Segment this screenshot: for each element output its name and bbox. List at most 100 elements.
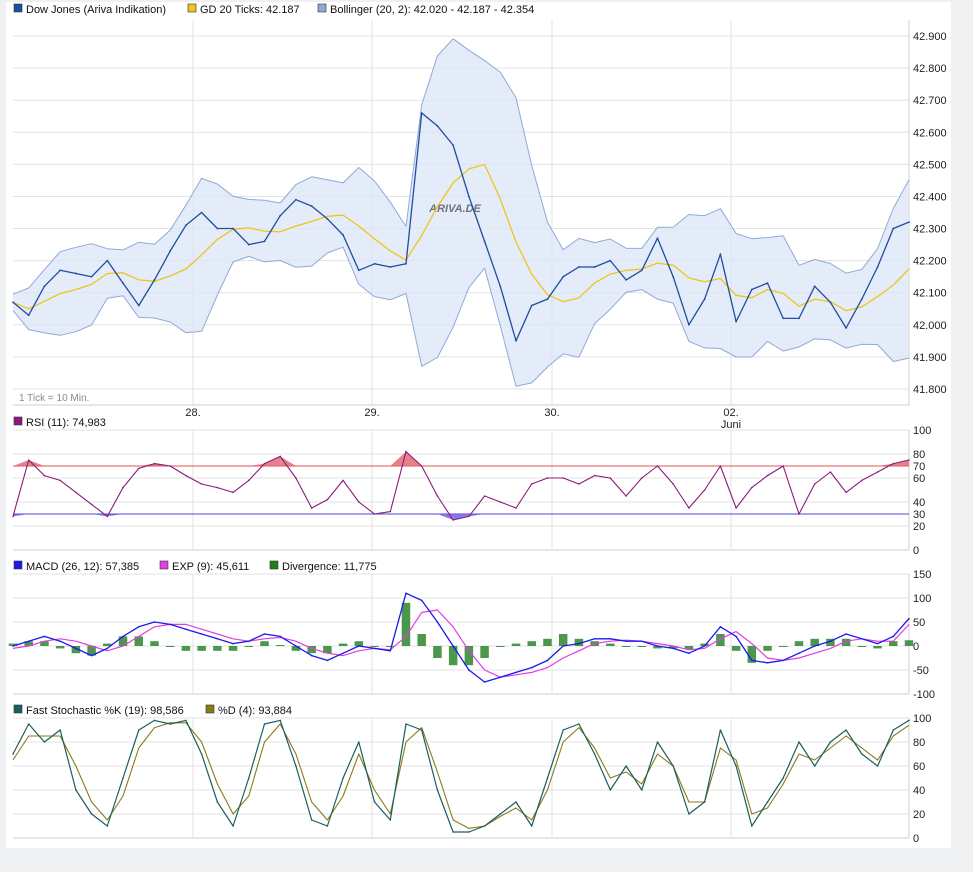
divergence-bar bbox=[354, 641, 364, 646]
divergence-bar bbox=[668, 646, 678, 649]
divergence-bar bbox=[810, 638, 819, 646]
macd-point bbox=[12, 645, 14, 647]
rsi-point bbox=[326, 498, 329, 501]
rsi-point bbox=[593, 474, 596, 477]
divergence-bar bbox=[8, 643, 18, 646]
stochastic-k-point bbox=[90, 813, 93, 815]
macd-point bbox=[766, 662, 769, 664]
macd-y-tick-label: -100 bbox=[913, 689, 935, 701]
rsi-point bbox=[735, 507, 737, 509]
stochastic-legend-swatch bbox=[205, 704, 215, 714]
stochastic-k-point bbox=[578, 723, 580, 725]
rsi-point bbox=[609, 477, 612, 479]
x-tick-label: 02. bbox=[723, 407, 738, 419]
stochastic-k-point bbox=[342, 777, 344, 779]
price-point bbox=[43, 285, 46, 288]
price-y-tick-label: 41.900 bbox=[913, 352, 947, 364]
divergence-bar bbox=[118, 636, 128, 646]
price-point bbox=[59, 269, 62, 272]
bollinger-upper-line bbox=[12, 38, 910, 295]
divergence-bar bbox=[213, 646, 222, 651]
stochastic-k-point bbox=[829, 741, 832, 743]
stochastic-k-point bbox=[892, 729, 895, 731]
divergence-bar bbox=[401, 602, 411, 646]
divergence-bar bbox=[558, 634, 568, 646]
macd-point bbox=[845, 633, 847, 635]
divergence-bar bbox=[433, 646, 442, 658]
price-point bbox=[169, 250, 172, 252]
price-point bbox=[656, 237, 659, 240]
rsi-y-tick-label: 80 bbox=[913, 449, 925, 461]
stochastic-y-tick-label: 80 bbox=[913, 737, 925, 749]
divergence-bar bbox=[181, 646, 191, 651]
stochastic-d-line bbox=[12, 722, 910, 829]
divergence-bar bbox=[323, 646, 332, 654]
rsi-point bbox=[845, 491, 847, 494]
macd-legend-label: Divergence: 11,775 bbox=[282, 561, 377, 573]
divergence-bar bbox=[857, 646, 867, 647]
macd-legend-swatch bbox=[269, 560, 279, 570]
rsi-point bbox=[640, 477, 643, 479]
rsi-point bbox=[468, 515, 470, 518]
macd-point bbox=[562, 645, 564, 647]
stochastic-k-point bbox=[468, 831, 470, 833]
divergence-bar bbox=[731, 646, 741, 651]
macd-point bbox=[593, 638, 596, 640]
stochastic-k-line bbox=[12, 719, 910, 833]
macd-y-tick-label: 0 bbox=[913, 641, 919, 653]
rsi-point bbox=[876, 471, 879, 473]
rsi-point bbox=[310, 507, 313, 509]
rsi-legend-swatch bbox=[13, 416, 23, 426]
macd-point bbox=[420, 599, 423, 602]
price-point bbox=[892, 227, 895, 230]
macd-point bbox=[656, 645, 659, 647]
price-y-tick-label: 42.600 bbox=[913, 127, 947, 139]
macd-point bbox=[216, 638, 219, 640]
price-point bbox=[813, 285, 816, 288]
rsi-point bbox=[813, 483, 816, 485]
rsi-point bbox=[499, 501, 502, 503]
rsi-level-label: 70 bbox=[913, 461, 925, 473]
stochastic-legend-label: Fast Stochastic %K (19): 98,586 bbox=[26, 705, 184, 717]
rsi-point bbox=[27, 459, 30, 461]
stochastic-k-point bbox=[373, 801, 376, 803]
price-point bbox=[137, 304, 140, 307]
divergence-bar bbox=[716, 634, 725, 646]
macd-point bbox=[813, 645, 816, 647]
divergence-bar bbox=[338, 643, 348, 646]
divergence-bar bbox=[197, 646, 206, 651]
stochastic-k-point bbox=[593, 753, 596, 755]
divergence-bar bbox=[24, 641, 33, 646]
stochastic-k-point bbox=[263, 723, 266, 725]
divergence-bar bbox=[134, 636, 144, 646]
stochastic-k-point bbox=[216, 801, 219, 803]
rsi-point bbox=[342, 479, 344, 482]
price-point bbox=[530, 304, 533, 307]
price-point bbox=[860, 298, 863, 301]
rsi-line bbox=[12, 451, 910, 521]
price-point bbox=[467, 195, 470, 198]
price-legend-label: Dow Jones (Ariva Indikation) bbox=[26, 4, 166, 16]
divergence-bar bbox=[637, 646, 647, 647]
rsi-oversold-area bbox=[437, 514, 454, 520]
price-y-tick-label: 42.000 bbox=[913, 320, 947, 332]
price-line bbox=[12, 112, 910, 342]
divergence-bar bbox=[574, 638, 584, 646]
macd-point bbox=[232, 642, 234, 645]
stochastic-k-point bbox=[562, 729, 564, 731]
divergence-bar bbox=[511, 643, 521, 646]
rsi-point bbox=[798, 513, 800, 515]
price-point bbox=[688, 323, 690, 326]
price-point bbox=[625, 278, 627, 281]
price-point bbox=[829, 301, 832, 304]
rsi-point bbox=[908, 459, 910, 461]
price-point bbox=[845, 327, 848, 329]
divergence-bar bbox=[794, 641, 804, 646]
price-point bbox=[640, 269, 643, 272]
x-tick-label: 30. bbox=[544, 407, 559, 419]
price-point bbox=[310, 205, 313, 207]
price-point bbox=[342, 234, 345, 236]
rsi-plot-area bbox=[13, 430, 909, 550]
rsi-point bbox=[122, 486, 124, 489]
divergence-bar bbox=[747, 646, 757, 663]
